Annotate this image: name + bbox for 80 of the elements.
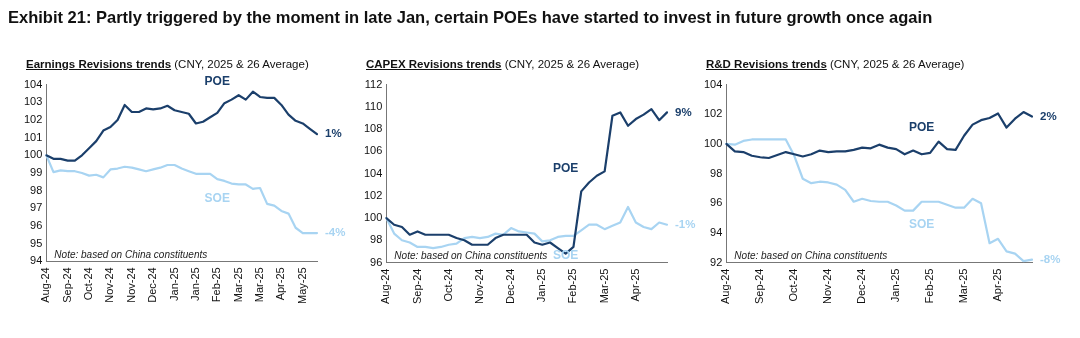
y-tick-label: 103 — [23, 95, 43, 108]
chart-title: R&D Revisions trends — [706, 58, 827, 70]
text: 1% — [325, 127, 342, 140]
y-tick-label: 98 — [710, 166, 723, 179]
x-tick-label: Sep-24 — [410, 268, 423, 305]
x-tick-label: Nov-24 — [103, 267, 116, 303]
y-tick-label: 98 — [370, 233, 383, 246]
series-label: SOE — [204, 190, 230, 205]
x-tick-label: Oct-24 — [787, 268, 800, 302]
y-tick-label: 96 — [370, 255, 383, 268]
text: -1% — [675, 217, 696, 230]
y-tick-label: 102 — [363, 188, 383, 201]
y-tick-label: 101 — [23, 130, 43, 143]
y-tick-label: 94 — [30, 254, 43, 267]
y-tick-label: 104 — [23, 77, 43, 90]
x-tick-label: Aug-24 — [379, 268, 392, 305]
y-tick-label: 94 — [710, 225, 723, 238]
x-tick-label: Oct-24 — [441, 268, 454, 302]
y-tick-label: 96 — [30, 219, 43, 232]
y-tick-label: 106 — [363, 144, 383, 157]
x-tick-label: Nov-24 — [124, 267, 137, 303]
y-tick-label: 112 — [364, 77, 383, 90]
y-tick-label: 97 — [30, 201, 43, 214]
text: -8% — [1040, 252, 1061, 265]
series-label: SOE — [908, 216, 935, 231]
y-tick-label: 102 — [23, 112, 43, 125]
x-tick-label: Mar-25 — [253, 267, 266, 303]
series-label: POE — [552, 160, 579, 175]
annotation: Note: based on China constituents — [734, 250, 888, 262]
x-tick-label: Dec-24 — [504, 268, 517, 304]
chart-subtitle: (CNY, 2025 & 26 Average) — [503, 58, 640, 70]
x-tick-label: Nov-24 — [472, 268, 485, 304]
annotation: Note: based on China constituents — [394, 250, 548, 262]
series-label: SOE — [552, 247, 579, 262]
text: Exhibit 21: Partly triggered by the moment in late Jan, certain POEs have started to invest in future growth once again — [8, 8, 933, 27]
series-label: POE — [908, 120, 935, 134]
y-tick-label: 100 — [703, 136, 723, 149]
x-tick-label: May-25 — [295, 267, 308, 305]
x-tick-label: Mar-25 — [231, 267, 244, 303]
y-tick-label: 95 — [30, 236, 43, 249]
x-tick-label: Jan-25 — [889, 268, 902, 303]
chart-subtitle: (CNY, 2025 & 26 Average) — [828, 58, 965, 70]
x-tick-label: Dec-24 — [146, 267, 159, 303]
y-tick-label: 102 — [703, 107, 723, 120]
text: 9% — [675, 105, 692, 118]
chart-title: CAPEX Revisions trends — [366, 58, 502, 70]
x-tick-label: Feb-25 — [923, 268, 936, 304]
y-tick-label: 108 — [363, 122, 383, 135]
y-tick-label: 110 — [364, 99, 383, 112]
y-tick-label: 104 — [703, 77, 723, 90]
x-tick-label: Apr-25 — [628, 268, 641, 302]
text: -4% — [325, 226, 346, 239]
x-tick-label: Sep-24 — [753, 268, 766, 305]
y-tick-label: 100 — [363, 211, 383, 224]
y-tick-label: 99 — [30, 165, 43, 178]
x-tick-label: Jan-25 — [188, 267, 201, 301]
x-tick-label: Mar-25 — [957, 268, 970, 304]
y-tick-label: 92 — [710, 255, 723, 268]
x-tick-label: Jan-25 — [535, 268, 548, 303]
x-tick-label: Nov-24 — [821, 268, 834, 304]
x-tick-label: Aug-24 — [719, 268, 732, 305]
x-tick-label: Mar-25 — [597, 268, 610, 304]
x-tick-label: Dec-24 — [855, 268, 868, 304]
x-tick-label: Jan-25 — [167, 267, 180, 301]
y-tick-label: 100 — [23, 148, 43, 161]
chart-title: Earnings Revisions trends — [26, 58, 172, 70]
series-label: POE — [204, 73, 230, 88]
x-tick-label: Oct-24 — [82, 267, 95, 301]
x-tick-label: Feb-25 — [566, 268, 579, 304]
x-tick-label: Apr-25 — [991, 268, 1004, 302]
y-tick-label: 104 — [363, 166, 383, 179]
text: 2% — [1040, 109, 1057, 122]
y-tick-label: 96 — [710, 196, 723, 209]
chart-subtitle: (CNY, 2025 & 26 Average) — [173, 58, 309, 70]
x-tick-label: Apr-25 — [274, 267, 287, 301]
x-tick-label: Feb-25 — [210, 267, 223, 303]
x-tick-label: Sep-24 — [60, 267, 73, 303]
y-tick-label: 98 — [30, 183, 43, 196]
annotation: Note: based on China constituents — [54, 249, 208, 261]
x-tick-label: Aug-24 — [39, 267, 52, 303]
